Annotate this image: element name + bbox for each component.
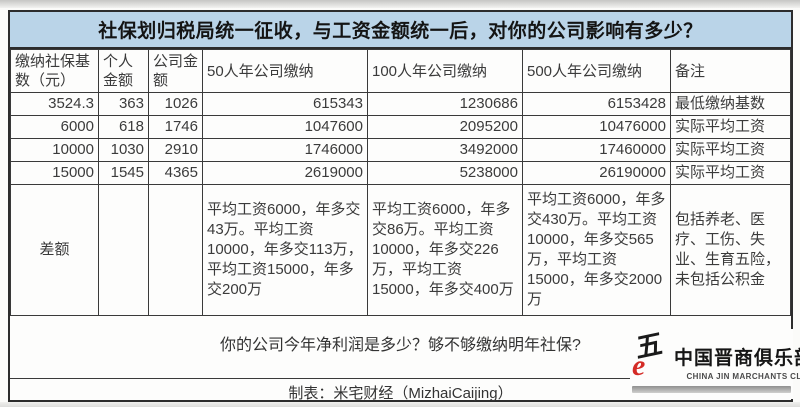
column-header-company: 公司金额 — [148, 49, 203, 93]
cell-base: 6000 — [10, 115, 99, 139]
logo-english-name: CHINA JIN MARCHANTS CLUB — [686, 372, 800, 381]
column-header-100: 100人年公司缴纳 — [367, 49, 523, 93]
cell-50: 1746000 — [202, 138, 368, 162]
difference-row: 差额 平均工资6000，年多交43万。平均工资10000，年多交113万，平均工… — [10, 184, 791, 316]
column-header-personal: 个人金额 — [98, 49, 149, 93]
table-row: 15000 1545 4365 2619000 5238000 26190000… — [10, 161, 791, 185]
cell-note: 实际平均工资 — [670, 115, 791, 139]
cell-note: 实际平均工资 — [670, 161, 791, 185]
diff-label: 差额 — [10, 184, 99, 316]
diff-note: 包括养老、医疗、工伤、失业、生育五险，未包括公积金 — [670, 184, 791, 316]
net-profit-question: 你的公司今年净利润是多少？够不够缴纳明年社保? — [10, 316, 791, 379]
top-edge-shadow — [0, 0, 800, 8]
column-header-50: 50人年公司缴纳 — [202, 49, 368, 93]
social-security-table: 缴纳社保基数（元） 个人金额 公司金额 50人年公司缴纳 100人年公司缴纳 5… — [10, 49, 791, 316]
logo-silver-bar — [632, 386, 791, 393]
cell-50: 2619000 — [202, 161, 368, 185]
cell-note: 实际平均工资 — [670, 138, 791, 162]
cell-500: 17460000 — [522, 138, 671, 162]
cell-base: 15000 — [10, 161, 99, 185]
china-jin-merchants-club-logo: e 五 中国晋商俱乐部 CHINA JIN MARCHANTS CLUB — [630, 328, 800, 399]
cell-personal: 1545 — [98, 161, 149, 185]
diff-100: 平均工资6000，年多交86万。平均工资10000，年多交226万，平均工资15… — [367, 184, 523, 316]
header-row: 缴纳社保基数（元） 个人金额 公司金额 50人年公司缴纳 100人年公司缴纳 5… — [10, 49, 791, 93]
cell-100: 3492000 — [367, 138, 523, 162]
cell-100: 1230686 — [367, 92, 523, 116]
calligraphy-e-logo-icon: e 五 — [632, 328, 674, 383]
empty-cell — [98, 184, 149, 316]
cell-100: 2095200 — [367, 115, 523, 139]
cell-personal: 1030 — [98, 138, 149, 162]
black-stroke-glyph: 五 — [635, 328, 664, 364]
cell-company: 4365 — [148, 161, 203, 185]
cell-base: 3524.3 — [10, 92, 99, 116]
column-header-500: 500人年公司缴纳 — [522, 49, 671, 93]
cell-company: 1026 — [148, 92, 203, 116]
cell-500: 10476000 — [522, 115, 671, 139]
spreadsheet-sheet: 社保划归税局统一征收，与工资金额统一后，对你的公司影响有多少？ 缴纳社保基数（元… — [8, 10, 793, 402]
column-header-base: 缴纳社保基数（元） — [10, 49, 99, 93]
red-e-glyph: e — [632, 349, 646, 382]
cell-personal: 618 — [98, 115, 149, 139]
cell-50: 1047600 — [202, 115, 368, 139]
cell-base: 10000 — [10, 138, 99, 162]
column-header-note: 备注 — [670, 49, 791, 93]
cell-500: 26190000 — [522, 161, 671, 185]
table-title: 社保划归税局统一征收，与工资金额统一后，对你的公司影响有多少？ — [10, 12, 791, 49]
logo-text: 中国晋商俱乐部 CHINA JIN MARCHANTS CLUB — [674, 347, 800, 383]
table-row: 10000 1030 2910 1746000 3492000 17460000… — [10, 138, 791, 162]
cell-company: 2910 — [148, 138, 203, 162]
cell-note: 最低缴纳基数 — [670, 92, 791, 116]
table-row: 3524.3 363 1026 615343 1230686 6153428 最… — [10, 92, 791, 116]
empty-cell — [148, 184, 203, 316]
source-credit: 制表：米宅财经（MizhaiCaijing） — [288, 385, 513, 402]
logo-chinese-name: 中国晋商俱乐部 — [674, 348, 800, 369]
cell-100: 5238000 — [367, 161, 523, 185]
cell-company: 1746 — [148, 115, 203, 139]
cell-personal: 363 — [98, 92, 149, 116]
cell-50: 615343 — [202, 92, 368, 116]
diff-500: 平均工资6000，年多交430万。平均工资10000，年多交565万，平均工资1… — [522, 184, 671, 316]
diff-50: 平均工资6000，年多交43万。平均工资10000，年多交113万，平均工资15… — [202, 184, 368, 316]
logo-main: e 五 中国晋商俱乐部 CHINA JIN MARCHANTS CLUB — [632, 328, 800, 383]
bottom-edge-shadow — [0, 402, 800, 407]
table-row: 6000 618 1746 1047600 2095200 10476000 实… — [10, 115, 791, 139]
cell-500: 6153428 — [522, 92, 671, 116]
